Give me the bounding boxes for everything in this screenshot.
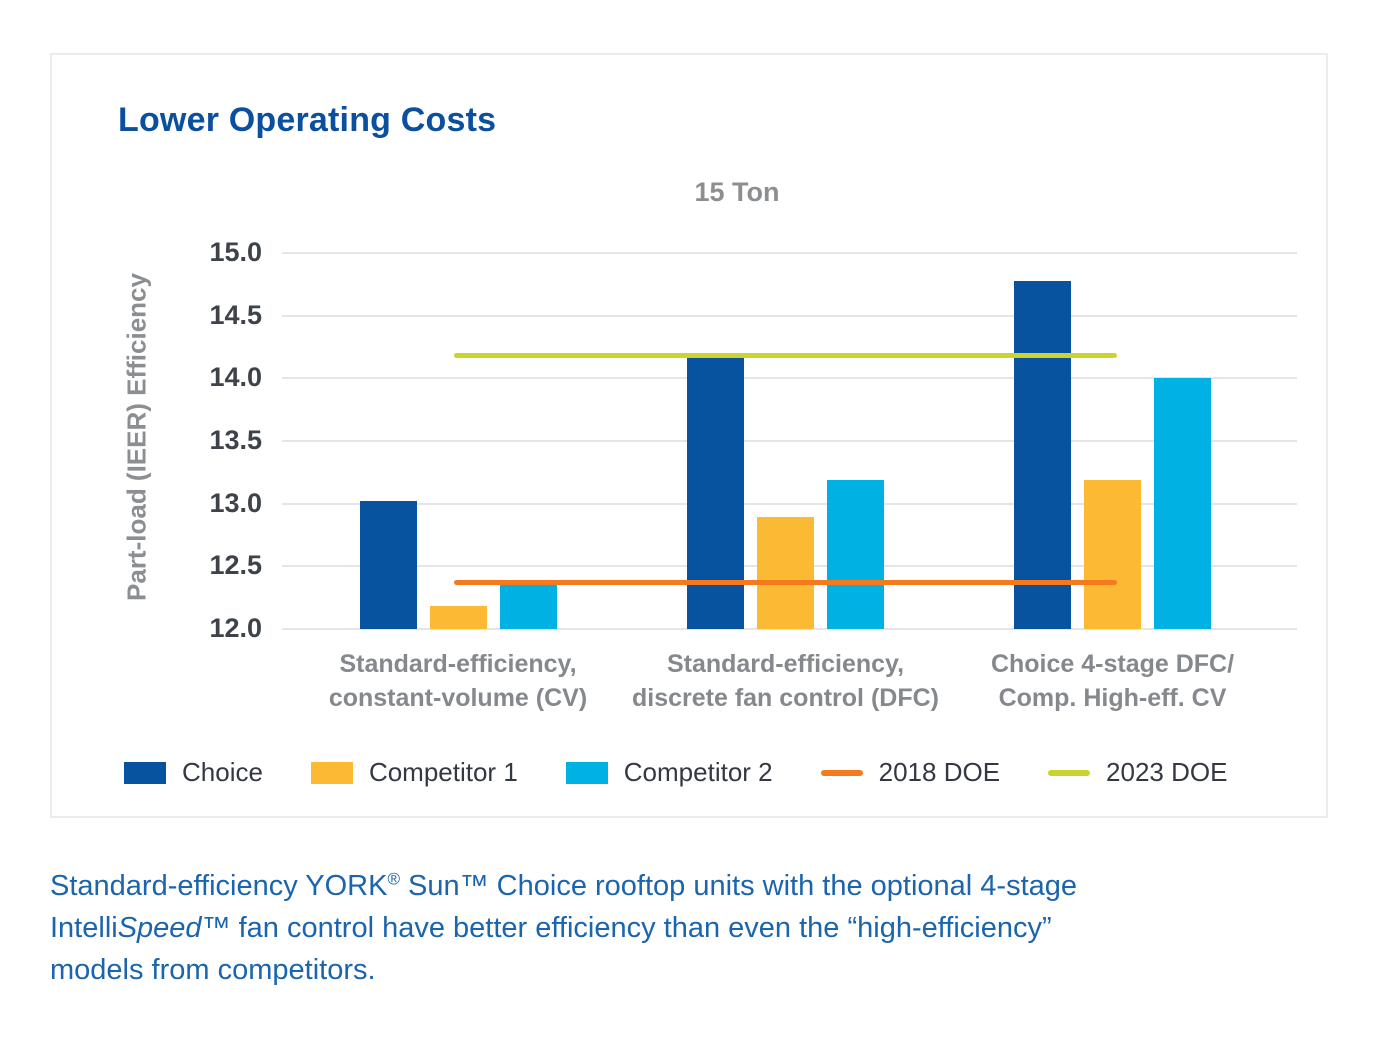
ref-line-2018-doe [454,580,1117,586]
bar-competitor-2-0 [499,583,557,629]
gridline [282,440,1297,442]
chart-card: Lower Operating Costs 15 Ton Part-load (… [50,53,1328,818]
x-category-label-2: Choice 4-stage DFC/ Comp. High-eff. CV [990,650,1235,712]
y-tick-label: 14.0 [209,362,262,393]
x-category-label-0: Standard-efficiency, constant-volume (CV… [328,650,588,712]
bar-choice-2 [1014,280,1071,629]
legend-swatch-2023-doe [1048,769,1091,776]
y-tick-label: 12.0 [209,613,262,643]
bar-choice-0 [359,501,417,629]
gridline [282,252,1297,254]
bar-competitor-2-1 [827,479,884,629]
ref-line-2023-doe [454,353,1117,359]
bar-choice-1 [687,357,744,629]
y-tick-label: 15.0 [209,237,262,267]
legend-item-choice: Choice [124,757,263,788]
legend-label: Choice [182,757,263,787]
gridline [282,377,1297,380]
legend-label: Competitor 1 [368,757,518,787]
legend: Choice Competitor 1 Competitor 2 2018 DOE 20… [124,757,1304,788]
legend-label: Competitor 2 [623,757,773,787]
caption: Standard-efficiency YORK® Sun™ Choice ro… [50,858,1320,991]
legend-item-2023-doe: 2023 DOE [1048,757,1227,788]
legend-item-competitor-1: Competitor 1 [310,757,518,788]
bar-competitor-1-1 [757,517,814,629]
bar-competitor-1-0 [429,606,487,629]
legend-swatch-competitor-1 [310,761,353,784]
y-tick-label: 13.5 [209,425,262,455]
legend-label: 2023 DOE [1106,757,1228,787]
bar-competitor-2-2 [1154,378,1211,629]
legend-swatch-2018-doe [820,769,863,776]
legend-swatch-competitor-2 [565,761,608,784]
x-category-label-1: Standard-efficiency, discrete fan contro… [632,650,939,712]
legend-item-competitor-2: Competitor 2 [565,757,773,788]
caption-line2: IntelliSpeed™ fan control have better ef… [50,911,1052,944]
y-tick-label: 13.0 [209,487,262,518]
chart-title: Lower Operating Costs [118,101,497,139]
legend-swatch-choice [124,761,166,784]
y-tick-label: 14.5 [209,299,262,330]
bar-competitor-1-2 [1084,479,1141,629]
y-tick-label: 12.5 [209,550,262,581]
gridline [282,628,1297,630]
y-axis-label: Part-load (IEER) Efficiency [121,273,152,601]
legend-item-2018-doe: 2018 DOE [820,757,1001,788]
caption-line3: models from competitors. [50,953,376,986]
chart-subtitle: 15 Ton [694,177,780,207]
legend-label: 2018 DOE [878,757,1001,787]
gridline [282,502,1297,505]
caption-line1: Standard-efficiency YORK® Sun™ Choice ro… [50,869,1078,902]
gridline [282,314,1297,317]
